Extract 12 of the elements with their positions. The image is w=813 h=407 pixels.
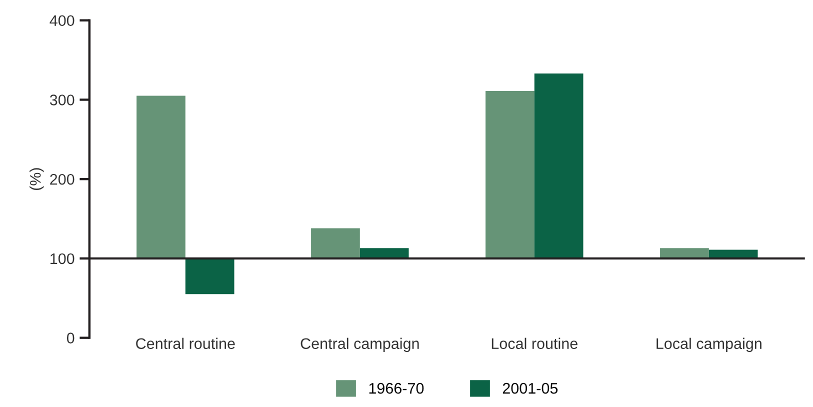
y-tick-label: 400	[50, 15, 74, 26]
x-tick-label: Local campaign	[656, 338, 762, 352]
y-tick-label: 0	[66, 332, 74, 344]
x-tick-label: Central campaign	[300, 338, 419, 352]
y-axis-title: (%)	[30, 168, 44, 190]
legend-label: 2001-05	[502, 382, 558, 394]
y-tick-label: 300	[50, 94, 74, 106]
y-tick-label: 100	[50, 253, 74, 264]
legend-label: 1966-70	[369, 382, 424, 394]
x-tick-label: Central routine	[136, 338, 235, 350]
x-tick-label: Local routine	[492, 338, 578, 350]
y-tick-label: 200	[50, 174, 74, 185]
